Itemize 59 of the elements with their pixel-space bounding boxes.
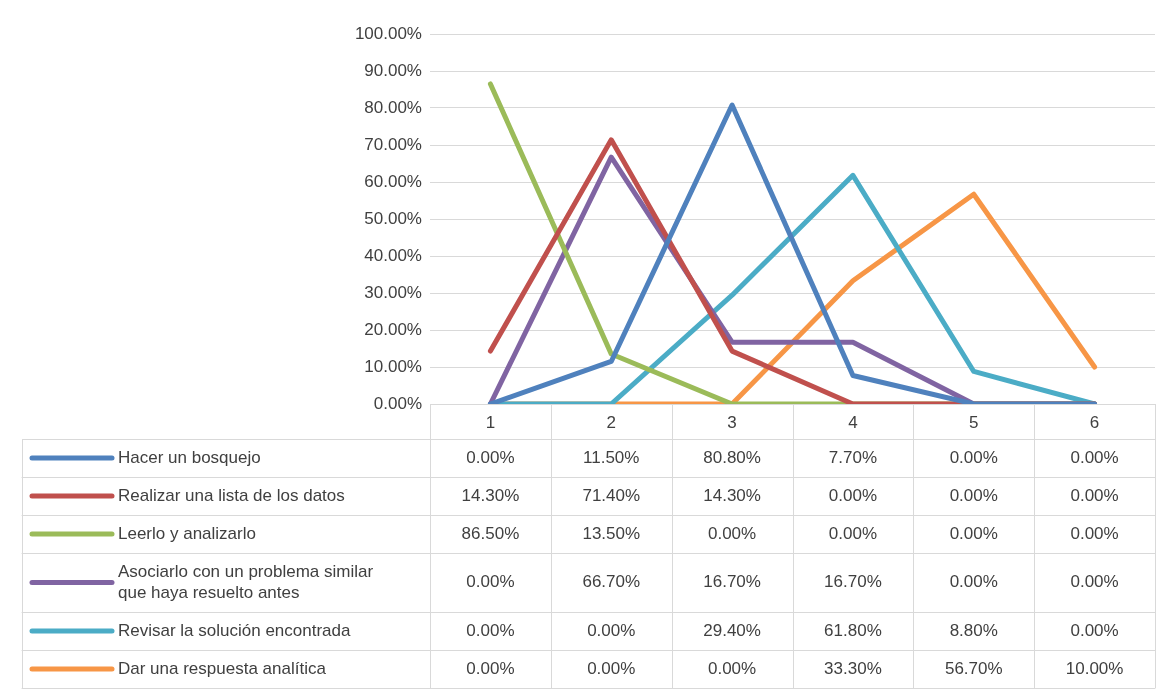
y-tick-label: 40.00%: [364, 245, 422, 265]
data-label: 0.00%: [1070, 572, 1119, 592]
data-label: 0.00%: [949, 523, 998, 543]
y-tick-label: 90.00%: [364, 60, 422, 80]
legend-label: Revisar la solución encontrada: [118, 620, 352, 640]
y-tick-label: 70.00%: [364, 134, 422, 154]
legend-label: Asociarlo con un problema similar que haya resuelto antes: [118, 561, 374, 602]
data-label: 16.70%: [703, 572, 761, 592]
data-label: 56.70%: [944, 658, 1003, 678]
y-tick-label: 60.00%: [364, 171, 422, 191]
data-label: 0.00%: [466, 658, 515, 678]
data-label: 0.00%: [1070, 447, 1119, 467]
legend-label: Leerlo y analizarlo: [118, 523, 256, 543]
data-label: 0.00%: [466, 447, 515, 467]
data-label: 0.00%: [1070, 523, 1119, 543]
data-label: 80.80%: [703, 447, 761, 467]
x-tick-label: 4: [848, 412, 858, 432]
data-label: 14.30%: [703, 485, 761, 505]
data-label: 0.00%: [1070, 620, 1119, 640]
data-label: 0.00%: [587, 658, 636, 678]
legend-label: Hacer un bosquejo: [118, 447, 261, 467]
x-tick-label: 3: [727, 412, 737, 432]
data-label: 0.00%: [828, 523, 878, 543]
data-label: 71.40%: [582, 485, 641, 505]
data-label: 0.00%: [949, 485, 998, 505]
data-label: 0.00%: [707, 523, 757, 543]
data-label: 0.00%: [949, 447, 998, 467]
data-label: 0.00%: [828, 485, 878, 505]
data-label: 0.00%: [587, 620, 636, 640]
legend-label: Realizar una lista de los datos: [118, 485, 345, 505]
data-label: 33.30%: [824, 658, 882, 678]
y-tick-label: 0.00%: [373, 393, 422, 413]
data-label: 0.00%: [466, 620, 515, 640]
data-label: 8.80%: [949, 620, 998, 640]
data-label: 61.80%: [824, 620, 882, 640]
legend-label: Dar una respuesta analítica: [118, 658, 327, 678]
x-tick-label: 5: [969, 412, 979, 432]
data-label: 0.00%: [707, 658, 757, 678]
y-tick-label: 80.00%: [364, 97, 422, 117]
y-tick-label: 30.00%: [364, 282, 422, 302]
data-label: 0.00%: [949, 572, 998, 592]
y-tick-label: 10.00%: [364, 356, 422, 376]
x-tick-label: 2: [606, 412, 616, 432]
data-label: 0.00%: [466, 572, 515, 592]
data-label: 13.50%: [582, 523, 641, 543]
data-label: 10.00%: [1065, 658, 1124, 678]
y-tick-label: 50.00%: [364, 208, 422, 228]
data-label: 14.30%: [461, 485, 520, 505]
data-label: 11.50%: [583, 447, 640, 467]
data-label: 7.70%: [828, 447, 878, 467]
data-label: 16.70%: [824, 572, 882, 592]
data-label: 29.40%: [703, 620, 761, 640]
data-label: 66.70%: [582, 572, 641, 592]
data-label: 0.00%: [1070, 485, 1119, 505]
data-label: 86.50%: [461, 523, 520, 543]
y-tick-label: 20.00%: [364, 319, 422, 339]
y-tick-label: 100.00%: [354, 23, 422, 43]
x-tick-label: 6: [1089, 412, 1100, 432]
x-tick-label: 1: [485, 412, 496, 432]
